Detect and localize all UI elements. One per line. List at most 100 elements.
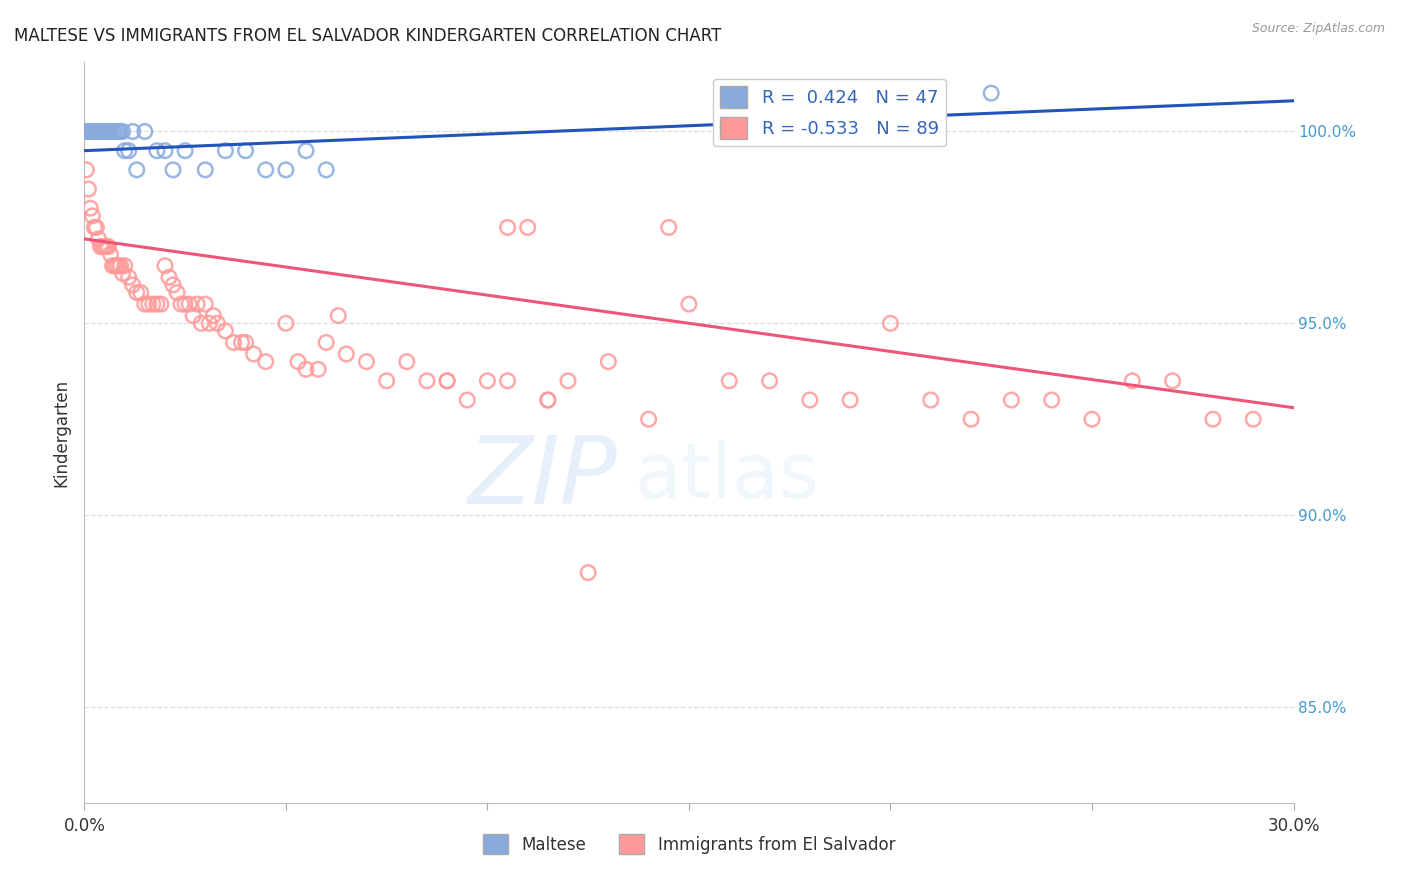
Point <box>162 162 184 177</box>
Point <box>94 124 117 138</box>
Point <box>416 374 439 388</box>
Point <box>295 362 318 376</box>
Point <box>114 144 136 158</box>
Point <box>101 124 124 138</box>
Point <box>105 124 128 138</box>
Point <box>93 124 115 138</box>
Y-axis label: Kindergarten: Kindergarten <box>52 378 70 487</box>
Point <box>186 297 208 311</box>
Point <box>436 374 458 388</box>
Point <box>1161 374 1184 388</box>
Point <box>214 144 236 158</box>
Point <box>77 182 100 196</box>
Point <box>86 124 108 138</box>
Point <box>980 86 1002 100</box>
Point <box>89 239 111 253</box>
Point <box>375 374 398 388</box>
Point <box>678 297 700 311</box>
Point <box>576 566 599 580</box>
Text: ZIP: ZIP <box>467 432 616 523</box>
Point <box>174 297 197 311</box>
Point <box>93 124 115 138</box>
Point <box>799 392 821 407</box>
Point <box>110 124 132 138</box>
Point <box>315 162 337 177</box>
Point <box>121 277 143 292</box>
Point <box>174 144 197 158</box>
Point <box>274 162 297 177</box>
Point <box>111 267 134 281</box>
Point <box>104 124 127 138</box>
Point <box>134 297 156 311</box>
Point <box>80 124 103 138</box>
Point <box>456 392 478 407</box>
Point <box>254 354 277 368</box>
Point <box>477 374 499 388</box>
Point <box>1081 412 1104 426</box>
Point <box>97 124 120 138</box>
Point <box>718 374 741 388</box>
Point <box>82 124 104 138</box>
Point <box>82 209 104 223</box>
Text: atlas: atlas <box>634 440 820 514</box>
Point <box>537 392 560 407</box>
Point <box>77 124 100 138</box>
Point <box>89 124 111 138</box>
Legend: Maltese, Immigrants from El Salvador: Maltese, Immigrants from El Salvador <box>477 828 901 861</box>
Point <box>114 259 136 273</box>
Point <box>190 316 212 330</box>
Point <box>96 124 118 138</box>
Point <box>516 220 538 235</box>
Point <box>328 309 350 323</box>
Point <box>214 324 236 338</box>
Point <box>90 124 112 138</box>
Point <box>207 316 229 330</box>
Point <box>198 316 221 330</box>
Point <box>97 239 120 253</box>
Point <box>170 297 193 311</box>
Point <box>157 270 180 285</box>
Point <box>202 309 225 323</box>
Point <box>335 347 357 361</box>
Point <box>83 124 105 138</box>
Point <box>1040 392 1063 407</box>
Point <box>118 144 141 158</box>
Point <box>254 162 277 177</box>
Point <box>395 354 418 368</box>
Point <box>121 124 143 138</box>
Point <box>166 285 188 300</box>
Point <box>77 124 100 138</box>
Point <box>637 412 659 426</box>
Point <box>125 162 148 177</box>
Text: Source: ZipAtlas.com: Source: ZipAtlas.com <box>1251 22 1385 36</box>
Point <box>242 347 264 361</box>
Point <box>1241 412 1264 426</box>
Point <box>79 201 101 215</box>
Point <box>307 362 329 376</box>
Point <box>315 335 337 350</box>
Point <box>436 374 458 388</box>
Point <box>110 259 132 273</box>
Point <box>235 335 257 350</box>
Point <box>496 374 519 388</box>
Point <box>1121 374 1143 388</box>
Point <box>146 297 169 311</box>
Point <box>295 144 318 158</box>
Point <box>839 392 862 407</box>
Point <box>1202 412 1225 426</box>
Point <box>75 124 97 138</box>
Point <box>235 144 257 158</box>
Point <box>146 144 169 158</box>
Point <box>105 259 128 273</box>
Point <box>153 259 176 273</box>
Point <box>96 239 118 253</box>
Point <box>89 124 111 138</box>
Point <box>356 354 378 368</box>
Point <box>758 374 780 388</box>
Point <box>879 316 901 330</box>
Point <box>181 309 204 323</box>
Point <box>138 297 160 311</box>
Point <box>83 220 105 235</box>
Point <box>100 124 122 138</box>
Point <box>86 220 108 235</box>
